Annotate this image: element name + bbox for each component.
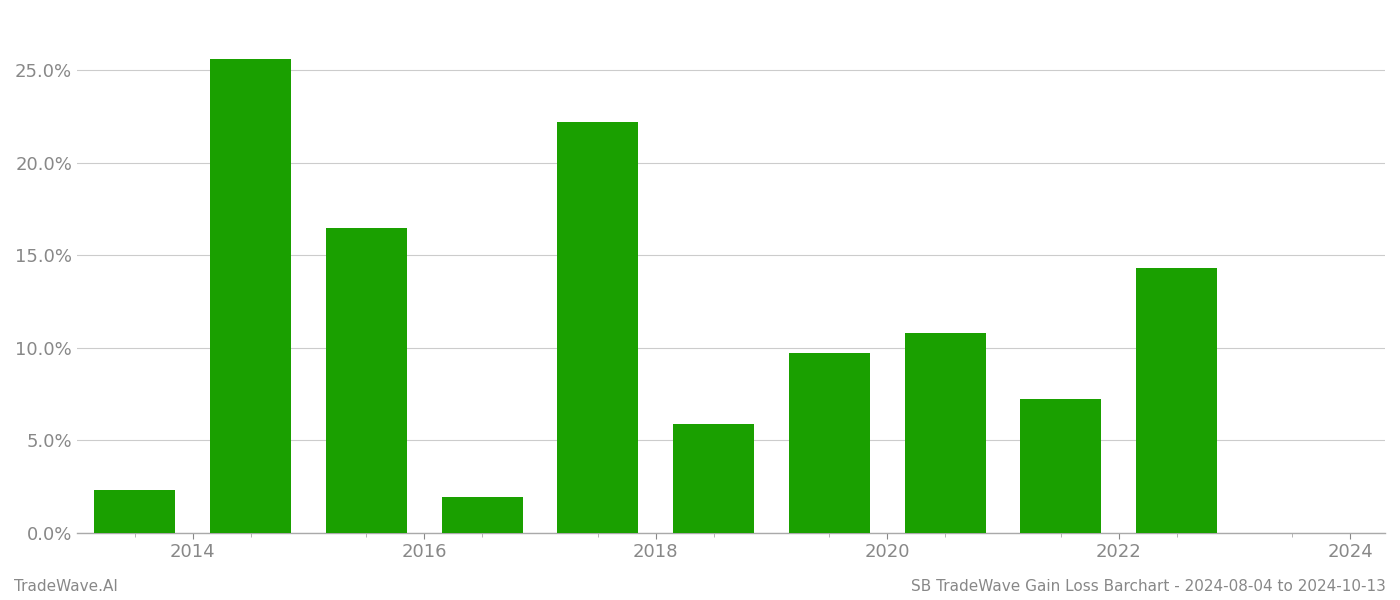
Bar bbox=[94, 490, 175, 533]
Bar bbox=[788, 353, 869, 533]
Bar bbox=[326, 227, 407, 533]
Bar bbox=[1021, 400, 1102, 533]
Bar bbox=[904, 333, 986, 533]
Bar bbox=[210, 59, 291, 533]
Bar bbox=[673, 424, 755, 533]
Text: TradeWave.AI: TradeWave.AI bbox=[14, 579, 118, 594]
Bar bbox=[1137, 268, 1217, 533]
Text: SB TradeWave Gain Loss Barchart - 2024-08-04 to 2024-10-13: SB TradeWave Gain Loss Barchart - 2024-0… bbox=[911, 579, 1386, 594]
Bar bbox=[441, 497, 522, 533]
Bar bbox=[557, 122, 638, 533]
